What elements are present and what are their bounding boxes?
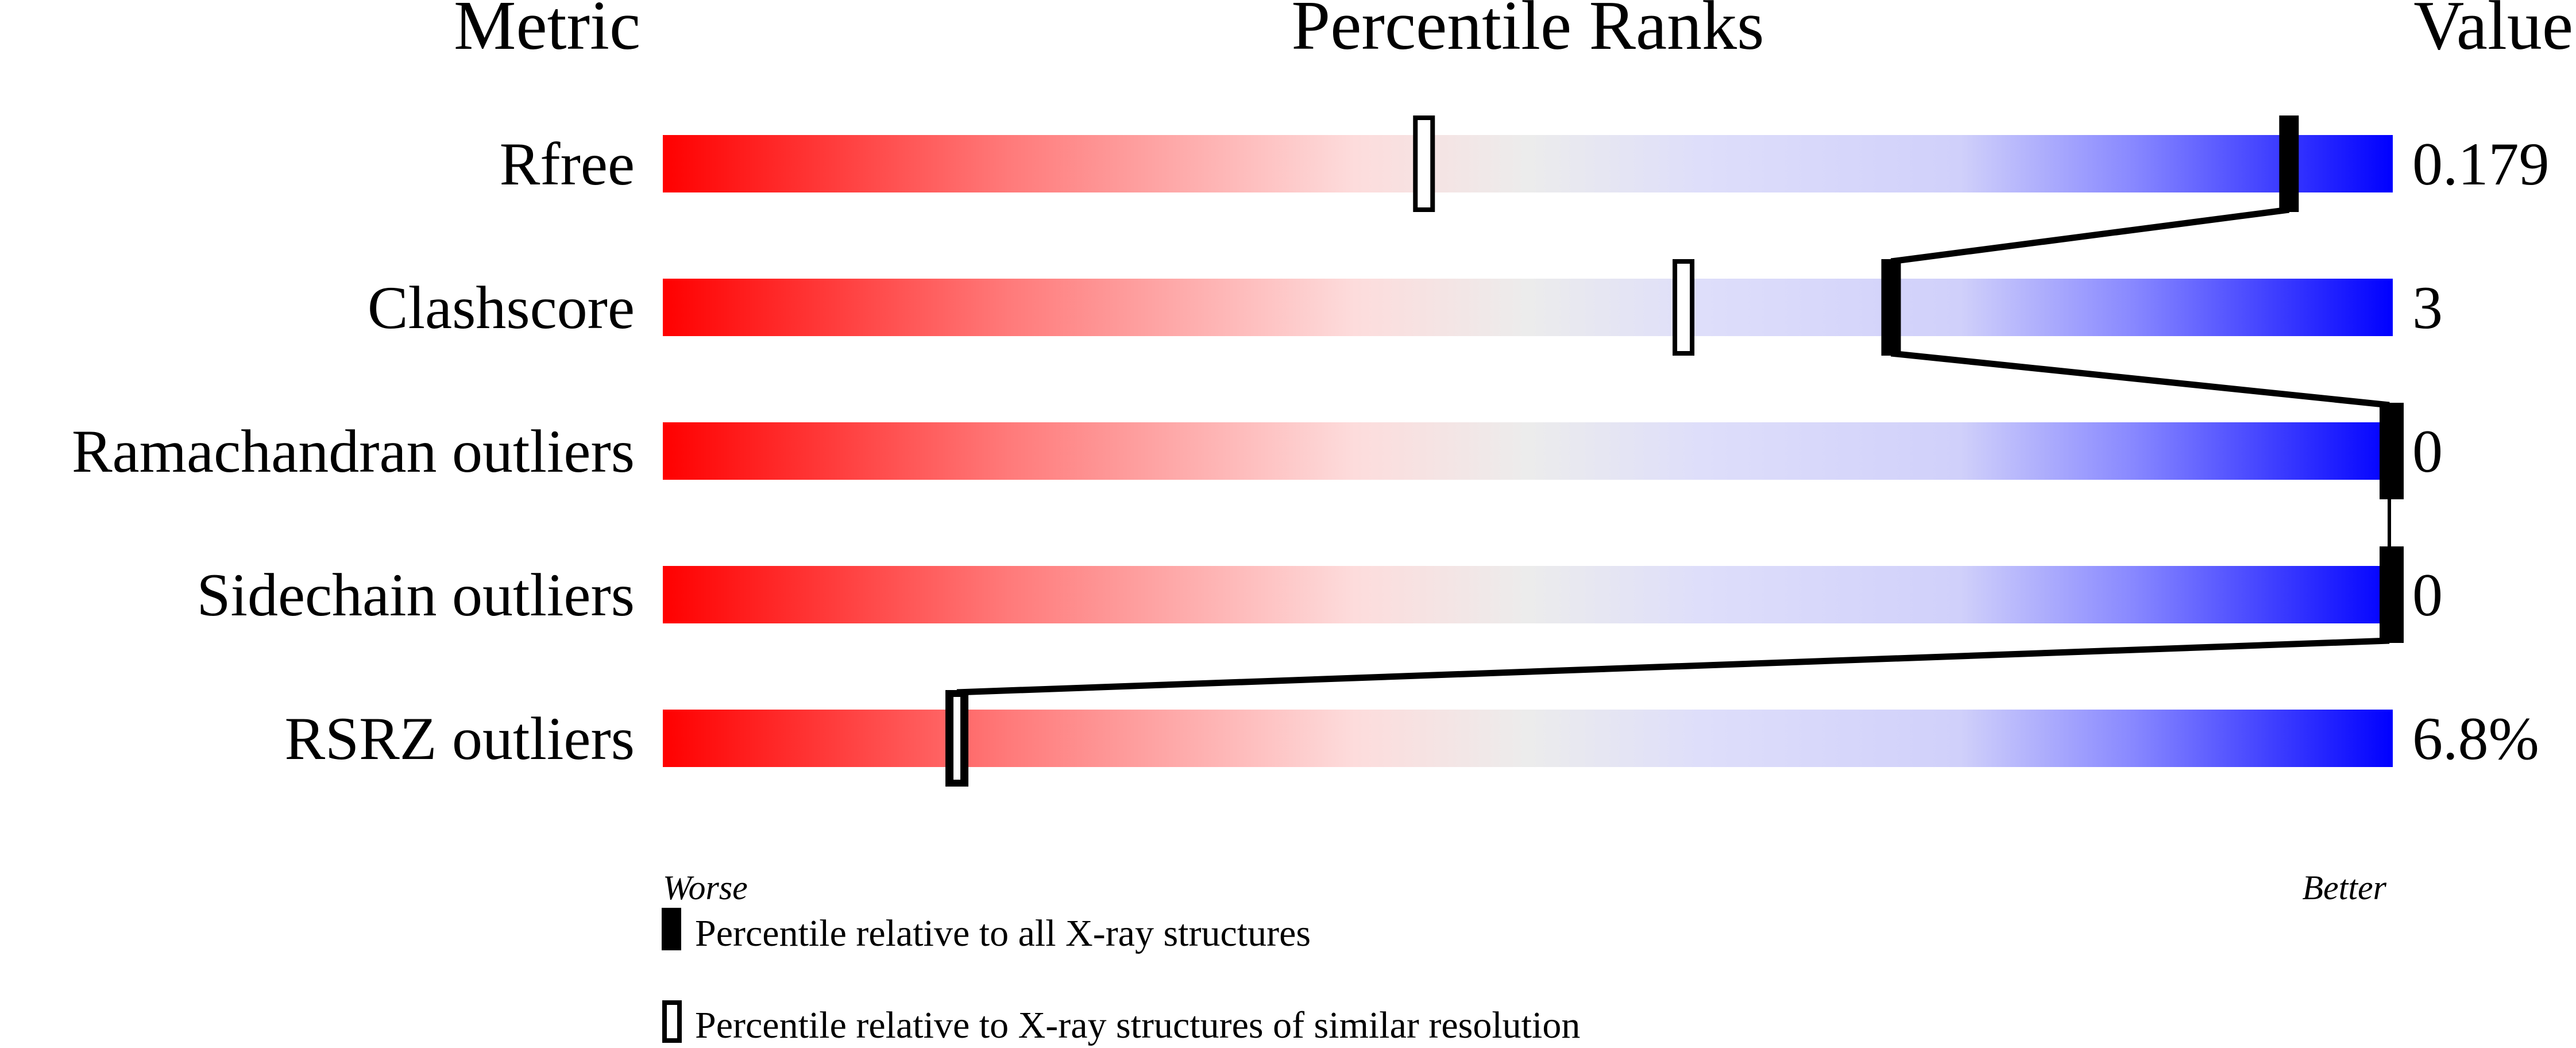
metric-label: RSRZ outliers xyxy=(284,705,635,772)
percentile-bar xyxy=(663,710,2393,767)
metric-value: 6.8% xyxy=(2412,705,2539,772)
metric-value: 0 xyxy=(2412,418,2443,485)
metric-value: 0.179 xyxy=(2412,130,2550,198)
marker-all-structures xyxy=(2380,546,2399,643)
header-metric: Metric xyxy=(454,0,640,64)
connector-line xyxy=(956,637,2390,696)
connector-line xyxy=(1890,350,2390,409)
metric-label: Clashscore xyxy=(368,274,635,341)
marker-similar-resolution xyxy=(1673,259,1695,356)
marker-all-structures xyxy=(2279,115,2299,212)
axis-label-worse: Worse xyxy=(663,869,748,907)
marker-similar-resolution-inner xyxy=(953,697,961,780)
header-value: Value xyxy=(2413,0,2573,64)
connector-line xyxy=(1890,206,2289,265)
metric-label: Sidechain outliers xyxy=(197,561,635,629)
marker-all-structures xyxy=(2380,403,2399,499)
percentile-bar xyxy=(663,422,2393,480)
header-percentile-ranks: Percentile Ranks xyxy=(1291,0,1764,64)
legend-label-similar: Percentile relative to X-ray structures … xyxy=(695,1004,1580,1046)
metric-label: Ramachandran outliers xyxy=(72,418,635,485)
metric-value: 3 xyxy=(2412,274,2443,341)
percentile-bar xyxy=(663,135,2393,192)
legend-swatch-all xyxy=(662,908,681,950)
percentile-bar xyxy=(663,566,2393,623)
axis-label-better: Better xyxy=(2302,869,2386,907)
metric-label: Rfree xyxy=(500,130,635,198)
legend-swatch-similar xyxy=(662,1000,682,1043)
percentile-bar xyxy=(663,279,2393,336)
legend-label-all: Percentile relative to all X-ray structu… xyxy=(695,912,1311,954)
marker-all-structures xyxy=(1881,259,1901,356)
marker-similar-resolution xyxy=(1413,115,1435,212)
metric-value: 0 xyxy=(2412,561,2443,629)
